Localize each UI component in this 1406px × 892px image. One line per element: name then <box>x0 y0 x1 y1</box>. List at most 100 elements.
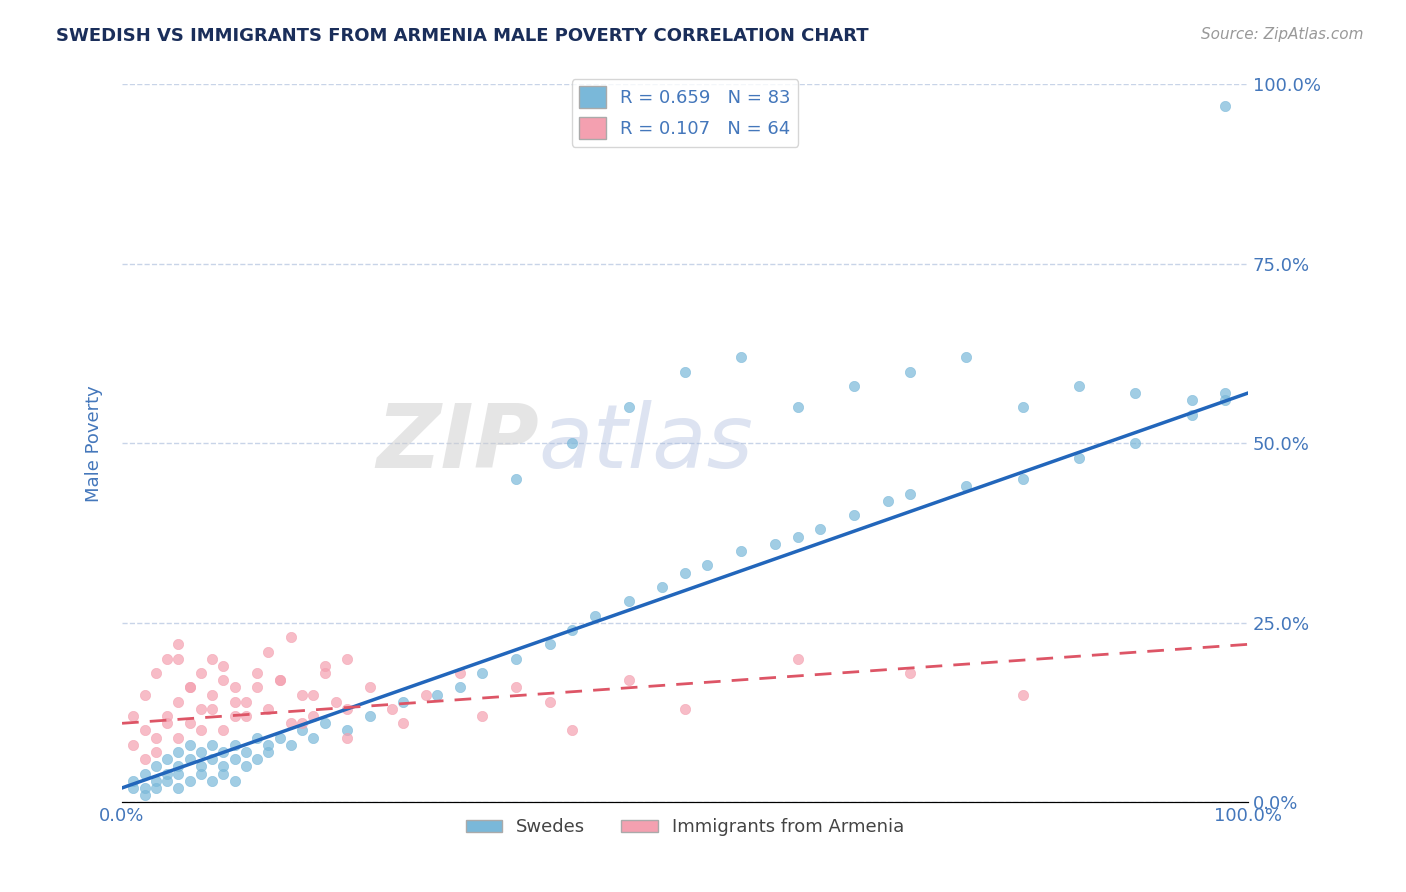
Point <box>302 731 325 745</box>
Point <box>179 773 201 788</box>
Point <box>561 623 583 637</box>
Point <box>190 745 212 759</box>
Point <box>1123 386 1146 401</box>
Point <box>651 580 673 594</box>
Point <box>561 723 583 738</box>
Point <box>280 738 302 752</box>
Text: ZIP: ZIP <box>375 400 538 487</box>
Point <box>561 436 583 450</box>
Point <box>145 759 167 773</box>
Point <box>257 745 280 759</box>
Point <box>280 630 302 644</box>
Point <box>156 716 179 731</box>
Point <box>898 666 921 681</box>
Point <box>257 644 280 658</box>
Point <box>291 723 314 738</box>
Point <box>201 752 224 766</box>
Point <box>212 723 235 738</box>
Point <box>156 709 179 723</box>
Point <box>505 651 527 665</box>
Point <box>876 493 898 508</box>
Point <box>359 681 381 695</box>
Point <box>235 709 257 723</box>
Point <box>505 681 527 695</box>
Point <box>786 401 808 415</box>
Point <box>145 745 167 759</box>
Point <box>257 738 280 752</box>
Point <box>955 479 977 493</box>
Point <box>201 702 224 716</box>
Point <box>167 745 190 759</box>
Point <box>167 651 190 665</box>
Point <box>336 723 359 738</box>
Point <box>955 350 977 364</box>
Point <box>392 716 415 731</box>
Point <box>673 566 696 580</box>
Point <box>1067 450 1090 465</box>
Point <box>190 766 212 780</box>
Point <box>1067 379 1090 393</box>
Point <box>134 688 156 702</box>
Point <box>1213 386 1236 401</box>
Point <box>1213 393 1236 408</box>
Point <box>145 780 167 795</box>
Point <box>235 745 257 759</box>
Point <box>134 780 156 795</box>
Text: atlas: atlas <box>538 401 754 486</box>
Point <box>179 681 201 695</box>
Point <box>156 651 179 665</box>
Point <box>314 659 336 673</box>
Point <box>201 688 224 702</box>
Point <box>1180 393 1202 408</box>
Point <box>730 350 752 364</box>
Point <box>786 651 808 665</box>
Point <box>167 780 190 795</box>
Point <box>156 766 179 780</box>
Point <box>201 651 224 665</box>
Point <box>786 530 808 544</box>
Point <box>167 731 190 745</box>
Point <box>1011 401 1033 415</box>
Point <box>212 745 235 759</box>
Point <box>134 752 156 766</box>
Point <box>134 766 156 780</box>
Point <box>246 731 269 745</box>
Point <box>1011 472 1033 486</box>
Point <box>302 688 325 702</box>
Point <box>224 681 246 695</box>
Point <box>583 608 606 623</box>
Point <box>336 731 359 745</box>
Point <box>156 752 179 766</box>
Point <box>449 666 471 681</box>
Point <box>212 766 235 780</box>
Point <box>167 759 190 773</box>
Point <box>291 716 314 731</box>
Point <box>179 752 201 766</box>
Point <box>505 472 527 486</box>
Point <box>212 673 235 688</box>
Point <box>190 723 212 738</box>
Point <box>269 731 291 745</box>
Point <box>224 738 246 752</box>
Point <box>224 695 246 709</box>
Point <box>280 716 302 731</box>
Point <box>314 666 336 681</box>
Point <box>145 731 167 745</box>
Point <box>269 673 291 688</box>
Text: Source: ZipAtlas.com: Source: ZipAtlas.com <box>1201 27 1364 42</box>
Point <box>415 688 437 702</box>
Point <box>359 709 381 723</box>
Point <box>538 637 561 651</box>
Point <box>673 365 696 379</box>
Point <box>122 780 145 795</box>
Point <box>1123 436 1146 450</box>
Point <box>122 738 145 752</box>
Point <box>1213 99 1236 113</box>
Point <box>325 695 347 709</box>
Point <box>696 558 718 573</box>
Point <box>224 752 246 766</box>
Point <box>179 716 201 731</box>
Point <box>392 695 415 709</box>
Point <box>336 651 359 665</box>
Point <box>449 681 471 695</box>
